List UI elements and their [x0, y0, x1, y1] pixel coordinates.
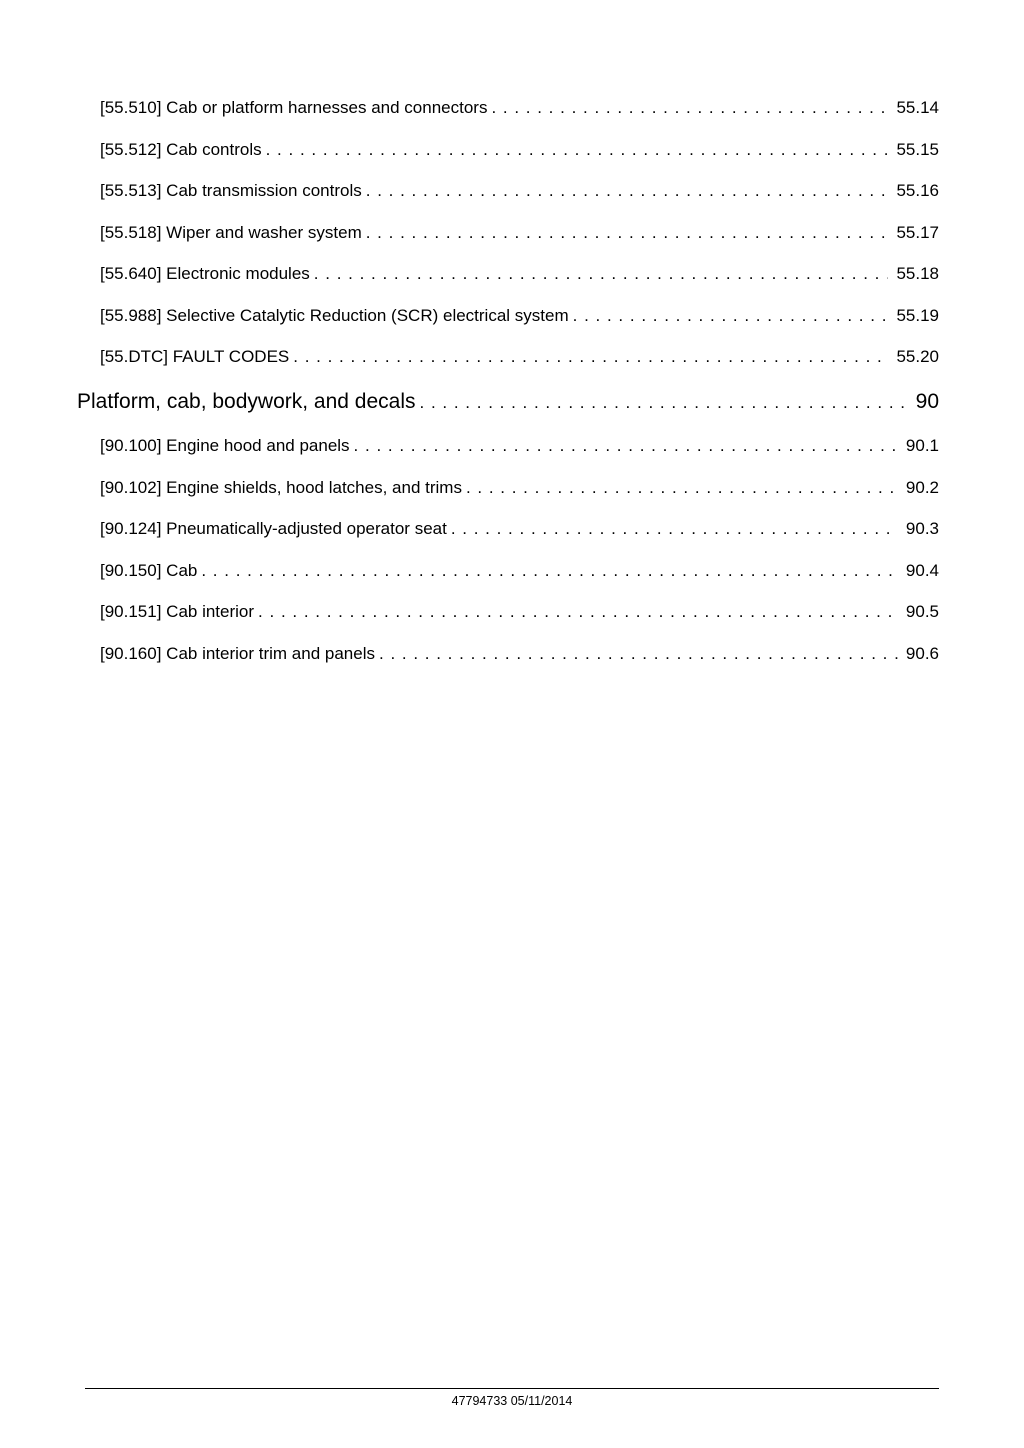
- toc-entry-title: [90.102] Engine shields, hood latches, a…: [100, 475, 462, 501]
- toc-entry: [55.512] Cab controls 55.15: [100, 137, 939, 163]
- toc-entry-page: 90.6: [898, 641, 939, 667]
- toc-entry: [90.100] Engine hood and panels 90.1: [100, 433, 939, 459]
- footer-divider: [85, 1388, 939, 1389]
- toc-entry: [55.640] Electronic modules 55.18: [100, 261, 939, 287]
- toc-leader-dots: [447, 516, 898, 542]
- toc-entry-page: 90.4: [898, 558, 939, 584]
- toc-section-header: Platform, cab, bodywork, and decals 90: [77, 386, 939, 418]
- toc-entry-page: 55.19: [888, 303, 939, 329]
- toc-entry: [90.151] Cab interior 90.5: [100, 599, 939, 625]
- toc-leader-dots: [569, 303, 889, 329]
- toc-leader-dots: [310, 261, 889, 287]
- toc-entry-page: 55.18: [888, 261, 939, 287]
- toc-entry-title: [90.124] Pneumatically-adjusted operator…: [100, 516, 447, 542]
- toc-entry-title: [55.DTC] FAULT CODES: [100, 344, 289, 370]
- toc-section-title: Platform, cab, bodywork, and decals: [77, 386, 416, 418]
- toc-leader-dots: [350, 433, 898, 459]
- page-footer: 47794733 05/11/2014: [85, 1388, 939, 1408]
- toc-entry: [55.510] Cab or platform harnesses and c…: [100, 95, 939, 121]
- toc-entry: [90.160] Cab interior trim and panels 90…: [100, 641, 939, 667]
- toc-entry: [55.518] Wiper and washer system 55.17: [100, 220, 939, 246]
- toc-leader-dots: [462, 475, 898, 501]
- toc-section-page: 90: [908, 386, 939, 418]
- toc-entry-title: [90.160] Cab interior trim and panels: [100, 641, 375, 667]
- toc-leader-dots: [375, 641, 898, 667]
- toc-entry-title: [55.640] Electronic modules: [100, 261, 310, 287]
- toc-leader-dots: [416, 390, 908, 416]
- toc-entry-page: 55.17: [888, 220, 939, 246]
- toc-entry-page: 55.20: [888, 344, 939, 370]
- toc-entry-page: 55.14: [888, 95, 939, 121]
- toc-entry-title: [55.513] Cab transmission controls: [100, 178, 362, 204]
- toc-leader-dots: [254, 599, 898, 625]
- toc-entry-page: 55.15: [888, 137, 939, 163]
- toc-entry: [90.102] Engine shields, hood latches, a…: [100, 475, 939, 501]
- toc-leader-dots: [362, 220, 889, 246]
- toc-entry-page: 90.1: [898, 433, 939, 459]
- toc-entry: [90.124] Pneumatically-adjusted operator…: [100, 516, 939, 542]
- toc-entry-title: [90.150] Cab: [100, 558, 197, 584]
- footer-text: 47794733 05/11/2014: [85, 1394, 939, 1408]
- toc-leader-dots: [289, 344, 888, 370]
- toc-leader-dots: [197, 558, 898, 584]
- toc-entry: [55.DTC] FAULT CODES 55.20: [100, 344, 939, 370]
- table-of-contents: [55.510] Cab or platform harnesses and c…: [100, 95, 939, 666]
- toc-leader-dots: [262, 137, 889, 163]
- toc-entry-page: 90.2: [898, 475, 939, 501]
- toc-entry-page: 90.3: [898, 516, 939, 542]
- toc-entry-title: [55.510] Cab or platform harnesses and c…: [100, 95, 487, 121]
- toc-entry-title: [55.512] Cab controls: [100, 137, 262, 163]
- toc-entry-title: [55.518] Wiper and washer system: [100, 220, 362, 246]
- toc-leader-dots: [487, 95, 888, 121]
- toc-entry-page: 90.5: [898, 599, 939, 625]
- toc-entry-title: [90.151] Cab interior: [100, 599, 254, 625]
- toc-entry-title: [55.988] Selective Catalytic Reduction (…: [100, 303, 569, 329]
- toc-leader-dots: [362, 178, 889, 204]
- toc-entry: [55.513] Cab transmission controls 55.16: [100, 178, 939, 204]
- toc-entry: [90.150] Cab 90.4: [100, 558, 939, 584]
- toc-entry-title: [90.100] Engine hood and panels: [100, 433, 350, 459]
- toc-entry: [55.988] Selective Catalytic Reduction (…: [100, 303, 939, 329]
- toc-entry-page: 55.16: [888, 178, 939, 204]
